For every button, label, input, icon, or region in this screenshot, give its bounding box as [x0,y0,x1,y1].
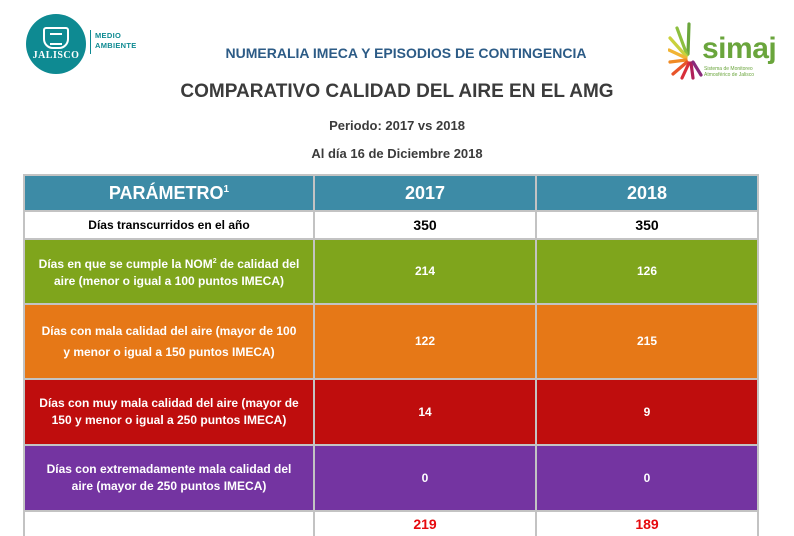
cell-2017-good-quality: 214 [315,240,535,303]
cell-2018-days-elapsed: 350 [537,212,757,238]
report-heading: NUMERALIA IMECA Y EPISODIOS DE CONTINGEN… [225,45,587,61]
good-quality-label-start: Días en que se cumple la NOM [38,257,213,271]
row-label-very-bad-quality: Días con muy mala calidad del aire (mayo… [25,380,313,444]
row-label-bad-quality: Días con mala calidad del aire (mayor de… [25,305,313,378]
department-line-1: MEDIO [95,31,122,40]
row-label-totals [25,512,313,536]
cell-2018-total: 189 [537,512,757,536]
table-row-good-quality: Días en que se cumple la NOM2 de calidad… [25,240,757,303]
column-header-parameter: PARÁMETRO1 [25,176,313,210]
column-header-2017: 2017 [315,176,535,210]
cell-2018-good-quality: 126 [537,240,757,303]
cell-2017-bad-quality: 122 [315,305,535,378]
parameter-header-text: PARÁMETRO [108,182,224,203]
cell-2018-bad-quality: 215 [537,305,757,378]
cell-2017-extremely-bad-quality: 0 [315,446,535,510]
column-header-2018: 2018 [537,176,757,210]
department-label: MEDIO AMBIENTE [95,31,137,51]
table-header-row: PARÁMETRO1 2017 2018 [25,176,757,210]
logo-divider [90,30,91,54]
department-line-2: AMBIENTE [95,41,137,50]
table-row-very-bad-quality: Días con muy mala calidad del aire (mayo… [25,380,757,444]
jalisco-logo: JALISCO [26,14,86,74]
sunburst-icon [668,22,703,80]
row-label-extremely-bad-quality: Días con extremadamente mala calidad del… [25,446,313,510]
cell-2018-extremely-bad-quality: 0 [537,446,757,510]
simaj-tagline-line-1: Sistema de Monitoreo [704,66,753,72]
table-row-days-elapsed: Días transcurridos en el año 350 350 [25,212,757,238]
cell-2017-very-bad-quality: 14 [315,380,535,444]
comparison-table: PARÁMETRO1 2017 2018 Días transcurridos … [23,174,759,536]
parameter-footnote-mark: 1 [223,183,230,195]
nom-footnote-mark: 2 [212,258,217,265]
cell-2017-total: 219 [315,512,535,536]
simaj-logo: simaj Sistema de Monitoreo Atmosférico d… [668,20,778,80]
cell-2017-days-elapsed: 350 [315,212,535,238]
row-label-good-quality: Días en que se cumple la NOM2 de calidad… [25,240,313,303]
date-label: Al día 16 de Diciembre 2018 [311,146,483,161]
jalisco-logo-name: JALISCO [32,49,80,61]
row-label-days-elapsed: Días transcurridos en el año [25,212,313,238]
table-row-bad-quality: Días con mala calidad del aire (mayor de… [25,305,757,378]
simaj-logo-name: simaj [702,32,777,65]
crest-icon [43,26,69,49]
simaj-tagline: Sistema de Monitoreo Atmosférico de Jali… [704,66,754,78]
period-label: Periodo: 2017 vs 2018 [329,118,465,133]
table-row-extremely-bad-quality: Días con extremadamente mala calidad del… [25,446,757,510]
simaj-tagline-line-2: Atmosférico de Jalisco [704,72,755,78]
table-row-totals: 219 189 [25,512,757,536]
cell-2018-very-bad-quality: 9 [537,380,757,444]
good-quality-label-end: de calidad del aire (menor o igual a 100… [53,257,300,288]
page-title: COMPARATIVO CALIDAD DEL AIRE EN EL AMG [180,81,614,102]
